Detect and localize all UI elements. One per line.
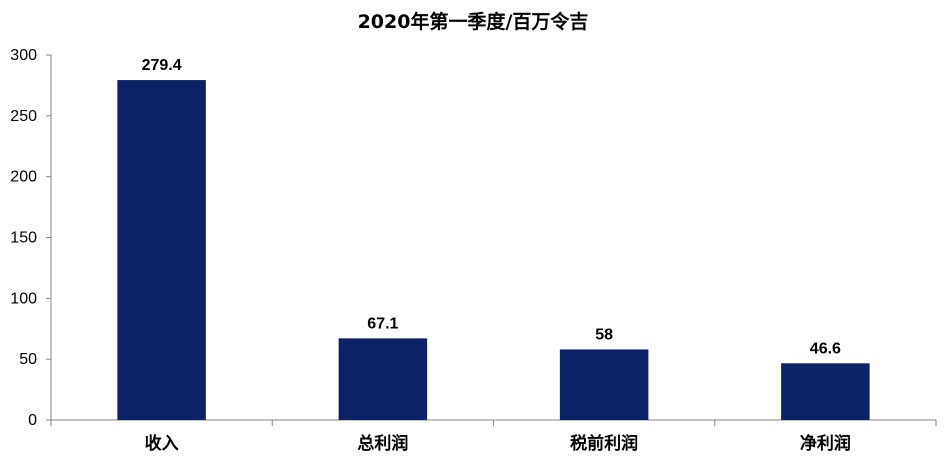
bar (781, 363, 870, 420)
data-labels: 279.4 67.1 58 46.6 (142, 57, 841, 357)
y-tick-label: 150 (10, 230, 37, 247)
y-tick-label: 250 (10, 108, 37, 125)
chart-title: 2020年第一季度/百万令吉 (358, 10, 589, 33)
bar (338, 338, 428, 420)
data-label: 67.1 (367, 315, 398, 332)
data-label: 58 (595, 326, 613, 343)
x-category-label: 税前利润 (570, 433, 638, 454)
x-category-label: 收入 (145, 433, 179, 454)
x-category-label: 净利润 (800, 433, 851, 454)
bar (117, 80, 206, 421)
y-tick-label: 50 (19, 351, 37, 368)
data-label: 46.6 (810, 340, 841, 357)
x-category-label: 总利润 (357, 433, 408, 454)
bar (559, 349, 649, 420)
x-axis: 收入 总利润 税前利润 净利润 (50, 419, 937, 454)
y-tick-label: 0 (28, 412, 37, 429)
y-tick-label: 200 (10, 169, 37, 186)
y-tick-label: 300 (10, 47, 37, 64)
y-tick-label: 100 (10, 290, 37, 307)
data-label: 279.4 (142, 57, 182, 74)
bars (117, 80, 870, 421)
y-axis: 0 50 100 150 200 250 300 (10, 47, 52, 429)
